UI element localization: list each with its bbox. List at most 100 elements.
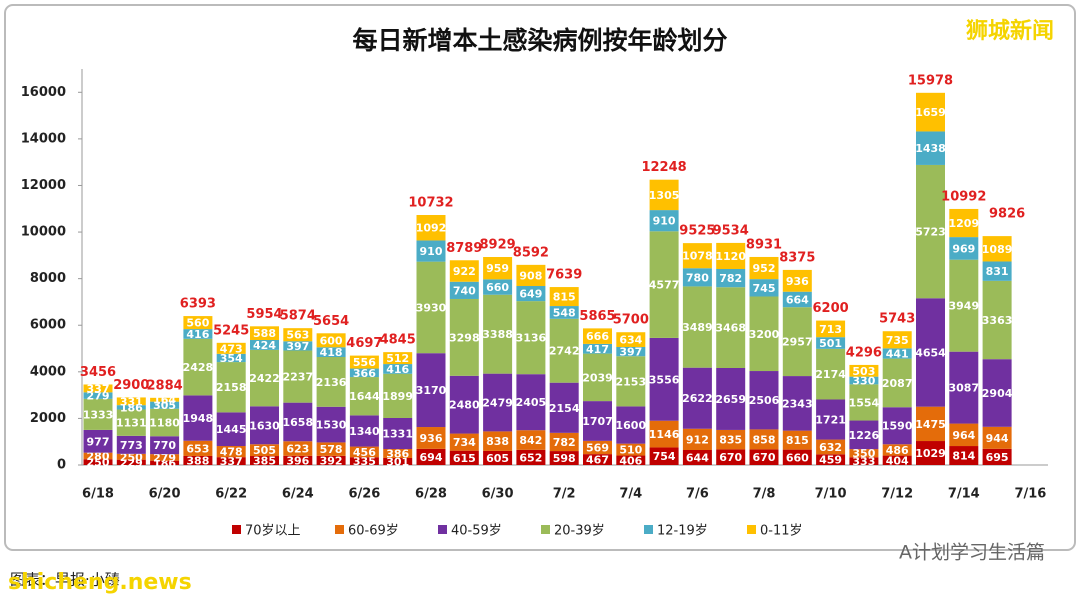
bar-segment <box>549 432 579 452</box>
bar-segment <box>449 298 479 376</box>
total-label: 5654 <box>313 314 349 329</box>
bar-segment <box>583 454 612 465</box>
bar-segment <box>583 440 612 455</box>
total-label: 3456 <box>80 365 116 380</box>
bar-segment <box>416 353 446 428</box>
bar-segment <box>616 443 646 456</box>
bar-segment <box>549 451 579 465</box>
segment-label: 512 <box>386 352 409 365</box>
total-label: 9826 <box>989 207 1025 222</box>
x-tick-label: 7/16 <box>1014 487 1046 502</box>
segment-label: 814 <box>952 450 975 463</box>
segment-label: 3489 <box>682 321 713 334</box>
segment-label: 2428 <box>183 361 214 374</box>
segment-label: 503 <box>852 365 875 378</box>
x-tick-label: 7/12 <box>881 487 913 502</box>
segment-label: 944 <box>986 432 1009 445</box>
segment-label: 441 <box>886 347 909 360</box>
x-tick-label: 7/4 <box>619 487 642 502</box>
segment-label: 660 <box>486 281 509 294</box>
bar-segment <box>949 237 979 260</box>
bar-segment <box>316 357 346 407</box>
bar-segment <box>649 420 679 448</box>
legend-label: 20-39岁 <box>554 524 605 539</box>
bar-segment <box>216 412 246 447</box>
segment-label: 5723 <box>915 226 946 239</box>
bar-segment <box>216 457 246 465</box>
bar-segment <box>516 301 546 375</box>
bar-segment <box>682 449 712 465</box>
segment-label: 908 <box>519 269 542 282</box>
segment-label: 1438 <box>915 142 946 155</box>
bar-segment <box>982 280 1012 360</box>
segment-label: 1089 <box>982 243 1013 256</box>
segment-label: 2904 <box>982 387 1013 400</box>
segment-label: 406 <box>619 454 642 467</box>
bar-segment <box>549 318 579 383</box>
segment-label: 910 <box>420 245 443 258</box>
segment-label: 936 <box>786 275 809 288</box>
bar-segment <box>816 399 846 440</box>
bar-segment <box>782 449 812 465</box>
bar-segment <box>283 402 313 442</box>
segment-label: 3298 <box>449 331 480 344</box>
segment-label: 578 <box>320 443 343 456</box>
segment-label: 1530 <box>316 419 347 432</box>
bar-segment <box>83 384 113 393</box>
segment-label: 598 <box>553 452 576 465</box>
bar-segment <box>349 457 379 465</box>
x-tick-label: 6/24 <box>282 487 314 502</box>
bar-segment <box>782 307 812 377</box>
segment-label: 397 <box>286 340 309 353</box>
segment-label: 964 <box>952 429 975 442</box>
bar-segment <box>483 257 513 280</box>
bar-segment <box>116 453 146 460</box>
segment-label: 1948 <box>183 412 214 425</box>
segment-label: 4654 <box>915 346 946 359</box>
bar-segment <box>150 460 180 465</box>
segment-label: 2742 <box>549 345 580 358</box>
bar-segment <box>649 210 679 232</box>
segment-label: 912 <box>686 433 709 446</box>
segment-label: 505 <box>253 444 276 457</box>
total-label: 15978 <box>908 73 953 88</box>
segment-label: 335 <box>353 455 376 468</box>
segment-label: 952 <box>753 262 776 275</box>
segment-label: 1475 <box>915 418 946 431</box>
segment-label: 842 <box>519 434 542 447</box>
segment-label: 1659 <box>915 106 946 119</box>
segment-label: 2479 <box>482 397 513 410</box>
segment-label: 396 <box>286 454 309 467</box>
total-label: 6200 <box>813 301 849 316</box>
segment-label: 424 <box>253 339 276 352</box>
segment-label: 4577 <box>649 279 680 292</box>
segment-label: 694 <box>420 451 443 464</box>
bar-segment <box>882 455 912 465</box>
bar-segment <box>516 430 546 450</box>
segment-label: 910 <box>653 215 676 228</box>
total-label: 12248 <box>641 160 686 175</box>
bar-segment <box>682 286 712 368</box>
legend-swatch <box>232 525 241 534</box>
y-tick-label: 14000 <box>21 131 66 146</box>
segment-label: 831 <box>986 265 1009 278</box>
bar-segment <box>416 427 446 449</box>
bar-segment <box>449 281 479 299</box>
segment-label: 1707 <box>582 415 613 428</box>
segment-label: 1445 <box>216 423 247 436</box>
segment-label: 735 <box>886 334 909 347</box>
bar-segment <box>83 398 113 430</box>
bar-segment <box>516 449 546 465</box>
bar-segment <box>283 441 313 456</box>
segment-label: 3468 <box>715 322 746 335</box>
bar-segment <box>649 231 679 338</box>
chart-title: 每日新增本土感染病例按年龄划分 <box>352 26 727 55</box>
segment-label: 959 <box>486 262 509 275</box>
segment-label: 386 <box>386 447 409 460</box>
bar-segment <box>449 450 479 465</box>
total-label: 5954 <box>246 307 282 322</box>
total-label: 10732 <box>408 196 453 211</box>
x-tick-label: 6/28 <box>415 487 447 502</box>
bar-segment <box>316 455 346 465</box>
segment-label: 3200 <box>749 328 780 341</box>
